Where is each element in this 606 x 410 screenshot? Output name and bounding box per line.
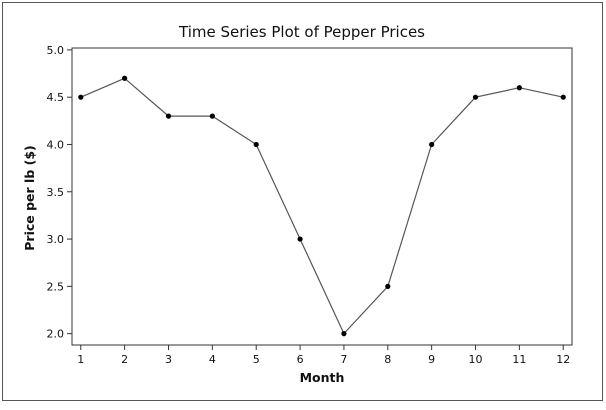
y-tick-label: 2.0	[47, 328, 65, 341]
x-tick-label: 2	[121, 353, 128, 366]
x-axis-label: Month	[300, 370, 345, 385]
data-point-month-3	[165, 113, 172, 119]
data-point-month-2	[122, 75, 128, 81]
data-point-month-9	[429, 141, 435, 148]
axis-ticks: 1 2 3 4 5 6 7 8 9 10 11 122.02.53.03.54.04.55.0	[47, 44, 571, 366]
data-point-month-7	[341, 331, 347, 337]
x-tick-label: 6	[297, 353, 304, 366]
x-tick-label: 3	[165, 353, 172, 366]
x-tick-label: 10	[469, 353, 483, 366]
x-tick-label: 1	[77, 353, 84, 366]
x-tick-label: 5	[253, 353, 260, 366]
y-tick-label: 3.5	[47, 186, 65, 199]
y-tick-label: 2.5	[47, 280, 65, 293]
x-tick-label: 9	[428, 353, 435, 366]
x-tick-label: 8	[384, 353, 391, 366]
y-tick-label: 5.0	[47, 44, 65, 57]
data-point-month-1	[78, 94, 84, 100]
data-point-month-4	[209, 113, 215, 119]
plot-area	[71, 47, 573, 346]
y-tick-label: 4.0	[47, 138, 65, 151]
data-point-month-10	[472, 94, 479, 100]
data-point-month-6	[297, 236, 303, 242]
data-point-month-8	[385, 283, 391, 289]
x-tick-label: 11	[512, 353, 526, 366]
x-tick-label: 7	[340, 353, 347, 366]
chart-title: Time Series Plot of Pepper Prices	[178, 23, 425, 41]
data-point-month-12	[560, 94, 566, 100]
y-tick-label: 3.0	[47, 233, 65, 246]
y-tick-label: 4.5	[47, 91, 65, 104]
data-point-month-11	[516, 85, 522, 91]
x-tick-label: 4	[209, 353, 216, 366]
data-point-month-5	[253, 141, 259, 148]
y-axis-label: Price per lb ($)	[22, 145, 37, 251]
x-tick-label: 12	[556, 353, 570, 366]
series-line	[80, 77, 564, 335]
series-price	[78, 75, 566, 337]
